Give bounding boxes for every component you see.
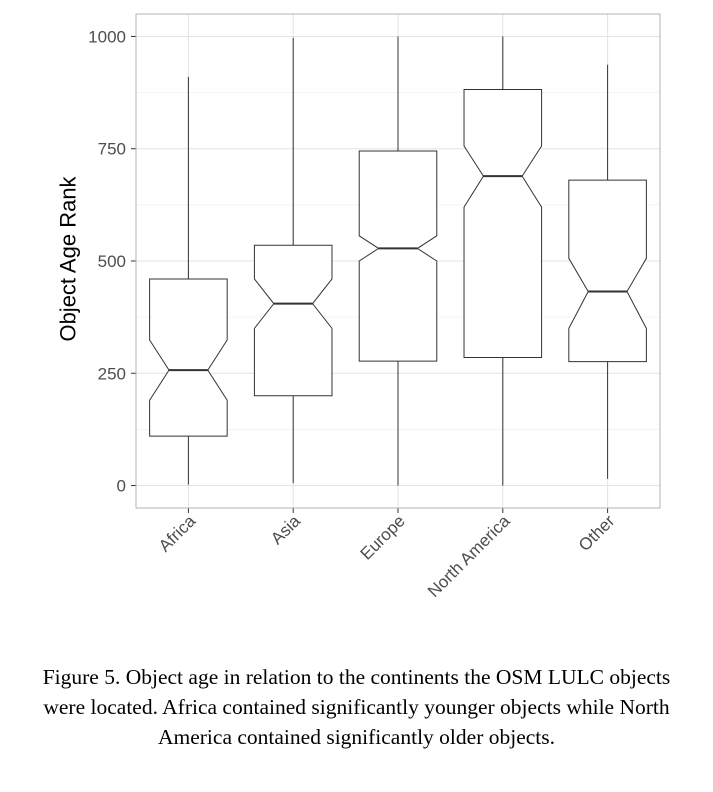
box-europe [358,36,438,486]
y-tick-label: 750 [98,140,126,159]
y-tick-labels: 0 250 500 750 1000 [88,27,136,496]
y-axis-title: Object Age Rank [56,175,81,341]
y-tick-label: 1000 [88,27,126,46]
notched-box [463,88,543,359]
y-tick-label: 500 [98,252,126,271]
box-asia [253,37,333,484]
y-tick-label: 0 [117,477,126,496]
figure-caption: Figure 5. Object age in relation to the … [42,665,671,749]
x-tick-label: Africa [155,511,200,556]
box-africa [149,76,228,485]
notched-box [568,179,647,363]
box-north-america [463,36,543,486]
x-tick-label: North America [424,511,514,601]
boxes [149,36,647,486]
y-tick-label: 250 [98,364,126,383]
box-plot: 0 250 500 750 1000 Africa Asia Europe North Ame… [56,13,661,601]
notched-box [253,244,333,397]
x-tick-label: Asia [267,511,304,548]
notched-box [149,278,228,437]
x-tick-label: Other [575,511,619,555]
box-other [568,64,647,479]
x-tick-label: Europe [357,511,409,563]
notched-box [358,150,438,362]
x-tick-labels: Africa Asia Europe North America Other [155,508,619,601]
plot-panel-border [135,13,661,509]
